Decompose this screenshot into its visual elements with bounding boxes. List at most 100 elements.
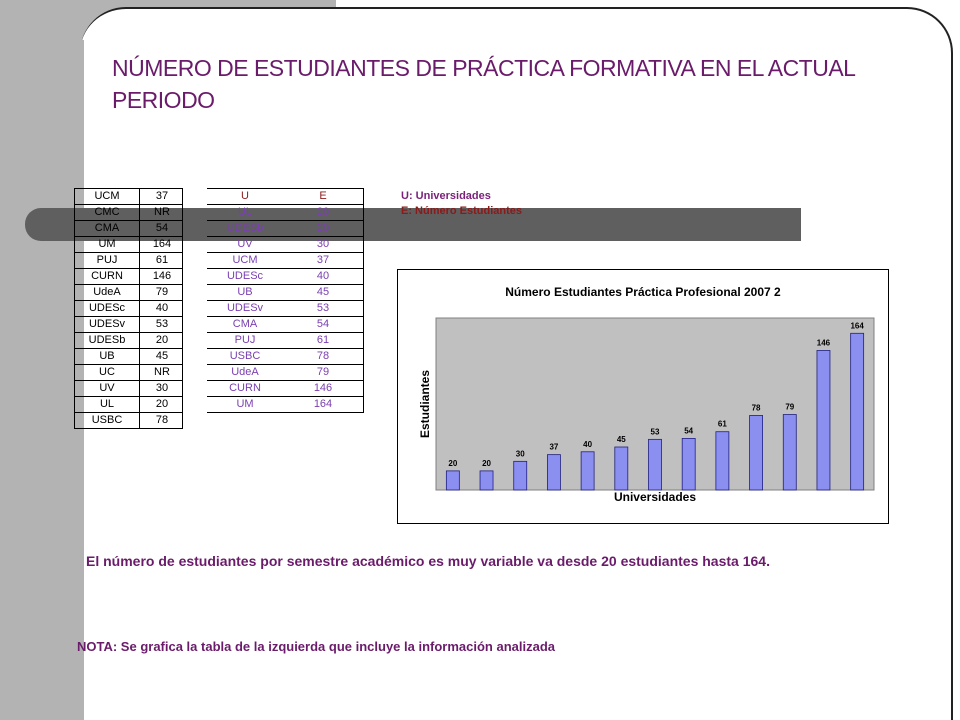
students-cell: 45: [139, 348, 183, 365]
students-cell: 53: [283, 300, 364, 317]
university-cell: UdeA: [74, 284, 140, 301]
university-cell: UCM: [207, 252, 283, 269]
university-cell: UB: [207, 284, 283, 301]
table-row: UdeA 79: [74, 284, 183, 301]
students-cell: 146: [139, 268, 183, 285]
students-cell: 45: [283, 284, 364, 301]
data-label: 20: [448, 459, 457, 468]
table-row: UDESb 20: [207, 220, 364, 237]
table-row: UB 45: [207, 284, 364, 301]
table-row: UDESv 53: [74, 316, 183, 333]
table-row: UCM 37: [74, 188, 183, 205]
students-cell: 79: [283, 364, 364, 381]
table-row: UdeA 79: [207, 364, 364, 381]
data-label: 20: [482, 459, 491, 468]
students-cell: 61: [139, 252, 183, 269]
students-cell: NR: [139, 204, 183, 221]
bar: [850, 332, 865, 491]
table-row: UDESb 20: [74, 332, 183, 349]
students-cell: 37: [139, 188, 183, 205]
data-label: 53: [651, 427, 660, 436]
students-cell: 54: [139, 220, 183, 237]
data-label: 45: [617, 435, 626, 444]
university-cell: UDESb: [207, 220, 283, 237]
bar: [547, 454, 561, 491]
sorted-students-table: U E UL 20 UDESb 20 UV 30 UCM 37 UDESc 40 UB 45 UDESv 53…: [207, 188, 364, 413]
data-label: 79: [785, 403, 794, 412]
university-cell: UDESc: [207, 268, 283, 285]
data-label: 164: [850, 321, 864, 330]
university-cell: USBC: [207, 348, 283, 365]
university-cell: UL: [207, 204, 283, 221]
table-row: UL 20: [74, 396, 183, 413]
students-cell: 20: [283, 204, 364, 221]
chart-frame: Número Estudiantes Práctica Profesional …: [397, 269, 889, 524]
bar: [445, 470, 460, 491]
bar: [648, 438, 662, 491]
university-cell: UDESv: [207, 300, 283, 317]
university-cell: UCM: [74, 188, 140, 205]
students-cell: 164: [283, 396, 364, 413]
x-axis-label: Universidades: [614, 490, 696, 504]
students-cell: 40: [283, 268, 364, 285]
students-cell: 79: [139, 284, 183, 301]
university-cell: UB: [74, 348, 140, 365]
students-cell: 37: [283, 252, 364, 269]
bar: [580, 451, 595, 491]
table-row: UDESc 40: [207, 268, 364, 285]
bar: [614, 446, 629, 491]
students-cell: 61: [283, 332, 364, 349]
slide-title: NÚMERO DE ESTUDIANTES DE PRÁCTICA FORMAT…: [112, 55, 855, 113]
students-cell: 20: [283, 220, 364, 237]
data-label: 78: [752, 403, 761, 412]
table-row: UL 20: [207, 204, 364, 221]
students-cell: 78: [139, 412, 183, 429]
students-cell: 40: [139, 300, 183, 317]
university-cell: UDESc: [74, 300, 140, 317]
bar: [782, 414, 797, 491]
university-cell: CURN: [74, 268, 140, 285]
university-cell: UM: [207, 396, 283, 413]
header-u: U: [207, 188, 283, 205]
table-row: USBC 78: [74, 412, 183, 429]
table-row: CMA 54: [207, 316, 364, 333]
university-cell: PUJ: [74, 252, 140, 269]
university-cell: UV: [207, 236, 283, 253]
students-cell: 30: [139, 380, 183, 397]
table-row: CMC NR: [74, 204, 183, 221]
data-label: 30: [516, 449, 525, 458]
data-label: 61: [718, 420, 727, 429]
university-cell: UDESv: [74, 316, 140, 333]
data-label: 146: [817, 338, 831, 347]
table-row: UC NR: [74, 364, 183, 381]
bar: [681, 437, 696, 491]
students-cell: 54: [283, 316, 364, 333]
data-label: 37: [549, 443, 558, 452]
table-row: USBC 78: [207, 348, 364, 365]
table-row: UV 30: [207, 236, 364, 253]
nota-text: NOTA: Se grafica la tabla de la izquierd…: [77, 639, 555, 654]
university-cell: CMA: [207, 316, 283, 333]
university-cell: UM: [74, 236, 140, 253]
university-cell: UL: [74, 396, 140, 413]
bar: [479, 470, 494, 491]
university-cell: CMA: [74, 220, 140, 237]
students-cell: 164: [139, 236, 183, 253]
students-cell: 53: [139, 316, 183, 333]
header-e: E: [283, 188, 364, 205]
students-cell: 146: [283, 380, 364, 397]
legend-estudiantes: E: Número Estudiantes: [401, 205, 523, 217]
university-cell: CMC: [74, 204, 140, 221]
legend-note: U: Universidades E: Número Estudiantes: [401, 189, 522, 219]
university-cell: UV: [74, 380, 140, 397]
bar-chart: Número Estudiantes Práctica Profesional …: [418, 285, 875, 504]
legend-universidades: U: Universidades: [401, 190, 491, 202]
table-row: UM 164: [207, 396, 364, 413]
table-row: CURN 146: [207, 380, 364, 397]
table-row: PUJ 61: [74, 252, 183, 269]
university-cell: UC: [74, 364, 140, 381]
table-row: CMA 54: [74, 220, 183, 237]
university-cell: USBC: [74, 412, 140, 429]
table-row: UDESc 40: [74, 300, 183, 317]
bar: [816, 350, 831, 491]
